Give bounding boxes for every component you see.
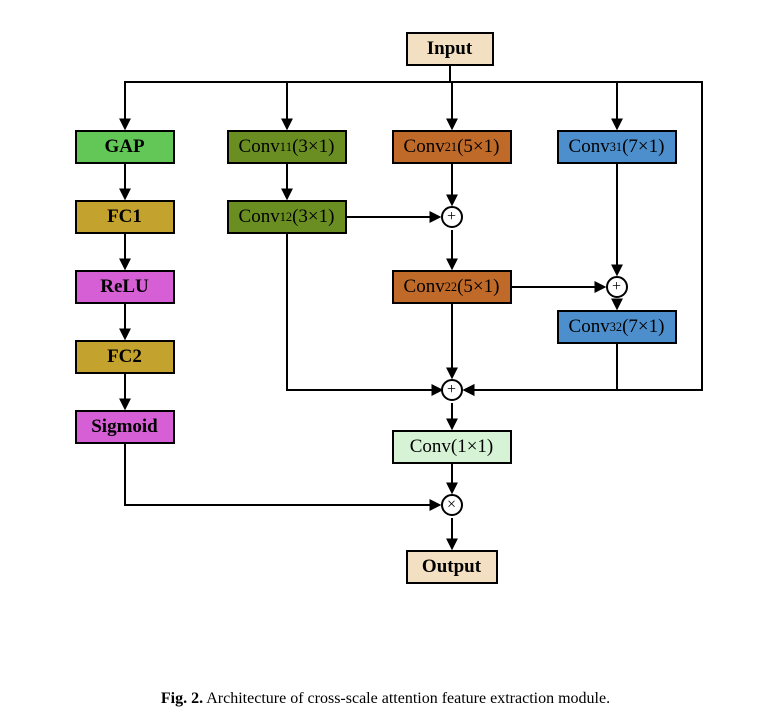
op-plus3: + bbox=[441, 379, 463, 401]
op-plus2: + bbox=[606, 276, 628, 298]
edge-19 bbox=[465, 344, 617, 390]
node-conv1x1: Conv(1×1) bbox=[392, 430, 512, 464]
node-conv22: Conv22(5×1) bbox=[392, 270, 512, 304]
node-conv12: Conv12(3×1) bbox=[227, 200, 347, 234]
edge-11 bbox=[287, 234, 441, 390]
node-input: Input bbox=[406, 32, 494, 66]
node-conv11: Conv11(3×1) bbox=[227, 130, 347, 164]
figure-caption: Fig. 2. Architecture of cross-scale atte… bbox=[20, 690, 751, 708]
op-times: × bbox=[441, 494, 463, 516]
edge-3 bbox=[450, 66, 617, 128]
edge-0 bbox=[125, 66, 450, 128]
edge-2 bbox=[450, 66, 452, 128]
node-sigmoid: Sigmoid bbox=[75, 410, 175, 444]
caption-text: Architecture of cross-scale attention fe… bbox=[206, 690, 610, 707]
node-gap: GAP bbox=[75, 130, 175, 164]
node-fc2: FC2 bbox=[75, 340, 175, 374]
node-fc1: FC1 bbox=[75, 200, 175, 234]
caption-prefix: Fig. 2. bbox=[161, 690, 203, 707]
op-plus1: + bbox=[441, 206, 463, 228]
node-conv31: Conv31(7×1) bbox=[557, 130, 677, 164]
node-conv21: Conv21(5×1) bbox=[392, 130, 512, 164]
node-output: Output bbox=[406, 550, 498, 584]
node-relu: ReLU bbox=[75, 270, 175, 304]
node-conv32: Conv32(7×1) bbox=[557, 310, 677, 344]
diagram-canvas: Input GAP FC1 ReLU FC2 Sigmoid Conv11(3×1) Conv… bbox=[22, 20, 750, 680]
edge-1 bbox=[287, 66, 450, 128]
